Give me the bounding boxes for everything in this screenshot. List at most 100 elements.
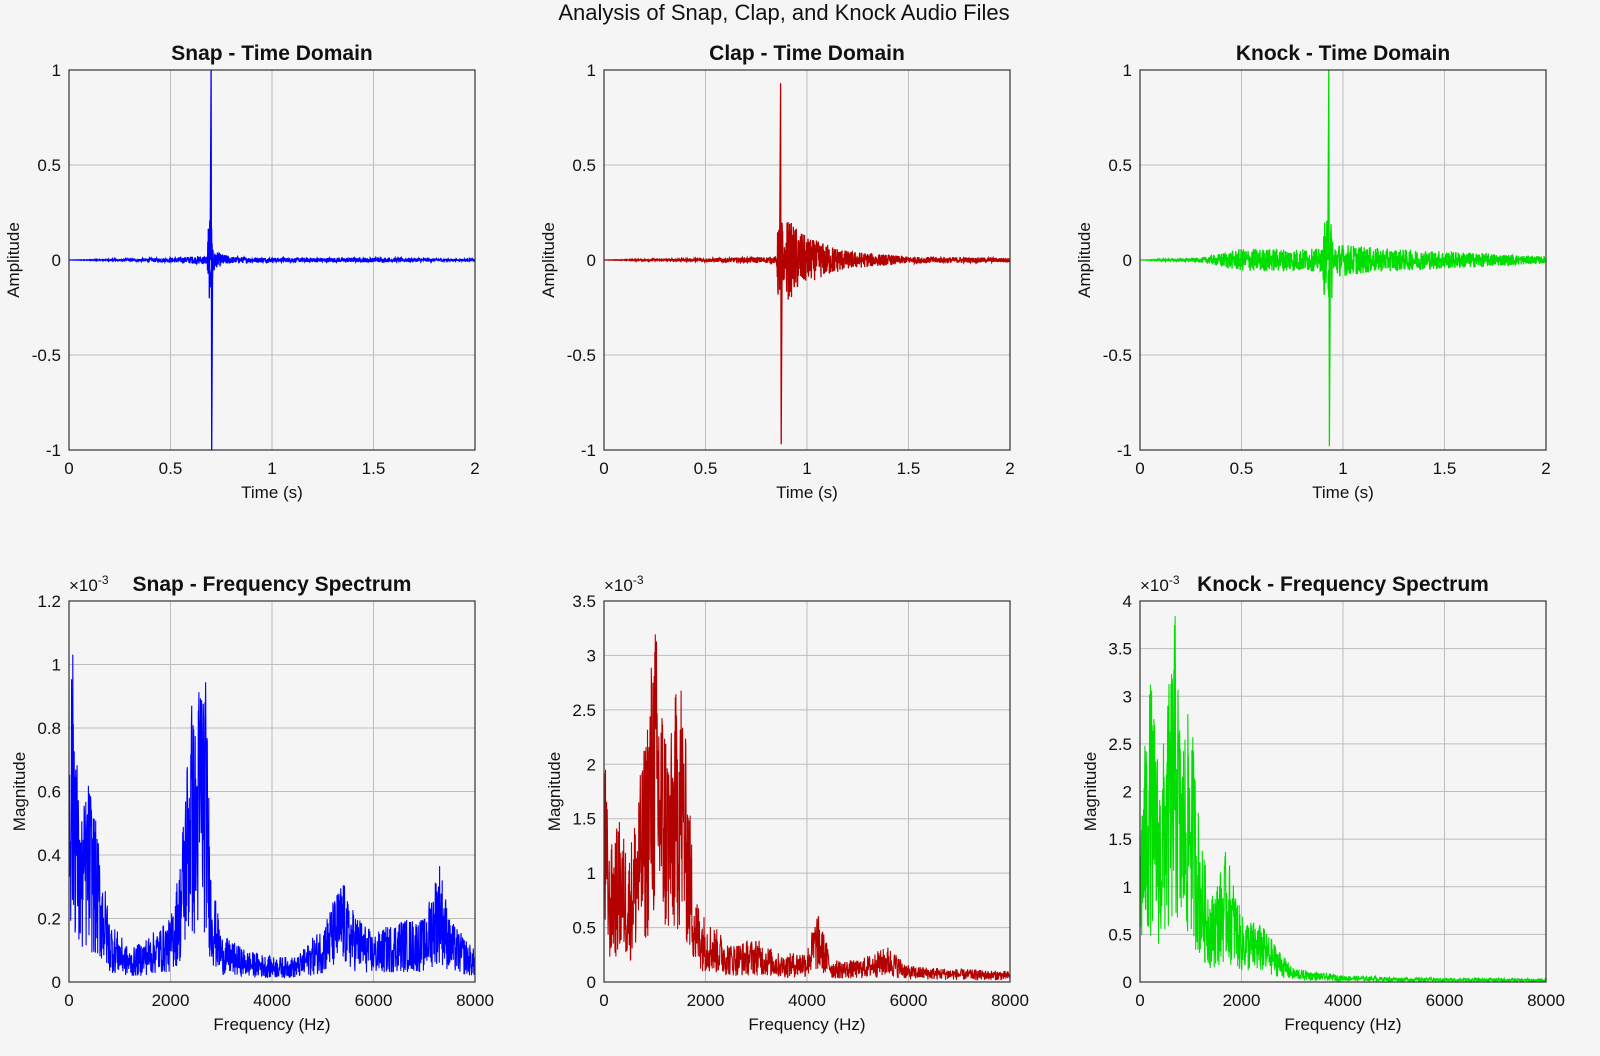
y-tick-label: 2: [1123, 783, 1132, 802]
y-tick-label: -0.5: [567, 346, 596, 365]
axes-title: Clap - Time Domain: [709, 42, 905, 65]
x-tick-label: 6000: [355, 991, 393, 1010]
x-tick-label: 0: [64, 459, 73, 478]
axes-title: Knock - Time Domain: [1236, 42, 1450, 65]
x-tick-label: 6000: [1426, 991, 1464, 1010]
series-line: [604, 83, 1010, 445]
series-line: [69, 70, 475, 450]
x-tick-label: 0.5: [159, 459, 183, 478]
x-tick-label: 2000: [1223, 991, 1261, 1010]
y-tick-label: -1: [1117, 441, 1132, 460]
x-tick-label: 1.5: [897, 459, 921, 478]
y-axis-label: Magnitude: [545, 752, 564, 831]
axes-title: Snap - Time Domain: [171, 42, 372, 65]
x-tick-label: 2: [1541, 459, 1550, 478]
x-tick-label: 2: [1005, 459, 1014, 478]
series-line: [1140, 70, 1546, 447]
series-line: [69, 654, 475, 979]
x-tick-label: 0.5: [1230, 459, 1254, 478]
x-tick-label: 4000: [1324, 991, 1362, 1010]
y-tick-label: -0.5: [1103, 346, 1132, 365]
y-tick-label: 1: [52, 61, 61, 80]
x-tick-label: 4000: [788, 991, 826, 1010]
y-tick-label: -1: [581, 441, 596, 460]
y-tick-label: 1.5: [572, 810, 596, 829]
y-tick-label: 1.5: [1108, 830, 1132, 849]
y-axis-label: Amplitude: [1075, 222, 1094, 298]
y-tick-label: 0.5: [37, 156, 61, 175]
subplot-5: 0 2000 4000 6000 8000 0 0.5 1 1.5 2 2.5 3 3.5 ×10-3 Fr…: [545, 573, 1029, 1034]
y-tick-label: 0: [1123, 973, 1132, 992]
y-tick-label: 1: [52, 656, 61, 675]
y-tick-label: 0.5: [1108, 925, 1132, 944]
x-tick-label: 0: [1135, 991, 1144, 1010]
y-tick-label: 0: [587, 251, 596, 270]
y-tick-label: 3.5: [572, 592, 596, 611]
exponent-label: ×10-3: [604, 573, 644, 595]
subplot-2: 0 0.5 1 1.5 2 -1 -0.5 0 0.5 1 Clap - Time Domain Ti…: [539, 42, 1015, 502]
y-tick-label: 0: [52, 973, 61, 992]
x-axis-label: Time (s): [241, 483, 303, 502]
y-axis-label: Amplitude: [4, 222, 23, 298]
y-tick-label: 0.5: [572, 156, 596, 175]
axes-frame: [68, 69, 476, 451]
x-axis-label: Time (s): [1312, 483, 1374, 502]
y-tick-label: 0.6: [37, 783, 61, 802]
axes-frame: [1139, 69, 1547, 451]
axes-title: Snap - Frequency Spectrum: [133, 573, 412, 596]
y-tick-label: 3: [587, 646, 596, 665]
y-tick-label: 2: [587, 755, 596, 774]
y-tick-label: 0: [1123, 251, 1132, 270]
x-tick-label: 1.5: [1433, 459, 1457, 478]
y-axis-label: Amplitude: [539, 222, 558, 298]
y-tick-label: 0.2: [37, 910, 61, 929]
x-tick-label: 4000: [253, 991, 291, 1010]
x-tick-label: 0: [599, 991, 608, 1010]
y-tick-label: 1: [587, 61, 596, 80]
y-tick-label: 1: [1123, 878, 1132, 897]
y-tick-label: 0.5: [1108, 156, 1132, 175]
y-tick-label: 2.5: [1108, 735, 1132, 754]
axes-frame: [603, 69, 1011, 451]
y-tick-label: 0: [587, 973, 596, 992]
exponent-label: ×10-3: [69, 573, 109, 595]
x-tick-label: 2000: [687, 991, 725, 1010]
y-tick-label: 0.8: [37, 719, 61, 738]
y-tick-label: 1: [587, 864, 596, 883]
axes-frame: [603, 600, 1011, 983]
x-axis-label: Time (s): [776, 483, 838, 502]
series-line: [604, 634, 1010, 981]
x-tick-label: 6000: [890, 991, 928, 1010]
subplot-3: 0 0.5 1 1.5 2 -1 -0.5 0 0.5 1 Knock - Time Domain T…: [1075, 42, 1551, 502]
x-tick-label: 0: [1135, 459, 1144, 478]
x-tick-label: 1: [802, 459, 811, 478]
axes-frame: [68, 600, 476, 983]
x-tick-label: 0.5: [694, 459, 718, 478]
subplot-1: 0 0.5 1 1.5 2 -1 -0.5 0 0.5 1 Snap - Time Domain Ti…: [4, 42, 480, 502]
y-tick-label: 0.5: [572, 919, 596, 938]
axes-frame: [1139, 600, 1547, 983]
x-tick-label: 1: [1338, 459, 1347, 478]
y-tick-label: 3.5: [1108, 640, 1132, 659]
subplot-6: 0 2000 4000 6000 8000 0 0.5 1 1.5 2 2.5 3 3.5 4 Knock …: [1081, 573, 1565, 1034]
x-tick-label: 8000: [991, 991, 1029, 1010]
x-tick-label: 2000: [152, 991, 190, 1010]
x-tick-label: 8000: [1527, 991, 1565, 1010]
y-tick-label: 0.4: [37, 846, 61, 865]
y-tick-label: 4: [1123, 592, 1132, 611]
y-tick-label: 1.2: [37, 592, 61, 611]
x-tick-label: 1.5: [362, 459, 386, 478]
subplot-4: 0 2000 4000 6000 8000 0 0.2 0.4 0.6 0.8 1 1.2 Snap -…: [10, 573, 494, 1034]
axes-title: Knock - Frequency Spectrum: [1197, 573, 1489, 596]
y-tick-label: -1: [46, 441, 61, 460]
x-axis-label: Frequency (Hz): [1284, 1015, 1401, 1034]
y-tick-label: 1: [1123, 61, 1132, 80]
y-tick-label: 2.5: [572, 701, 596, 720]
x-tick-label: 2: [470, 459, 479, 478]
x-tick-label: 1: [267, 459, 276, 478]
x-tick-label: 0: [599, 459, 608, 478]
figure-suptitle: Analysis of Snap, Clap, and Knock Audio …: [558, 0, 1009, 25]
x-tick-label: 0: [64, 991, 73, 1010]
y-tick-label: 0: [52, 251, 61, 270]
